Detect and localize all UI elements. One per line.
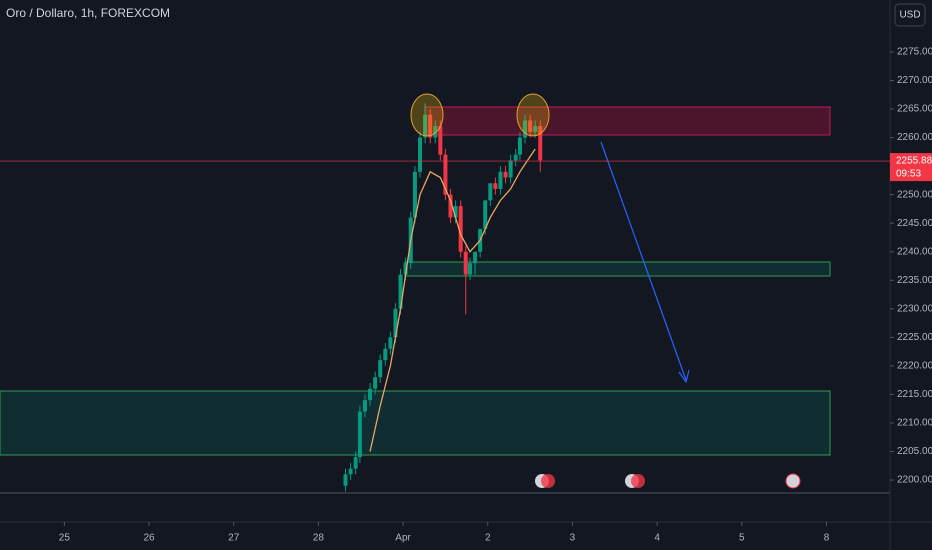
x-tick-label: 2 [485,533,491,544]
candle-body [508,160,513,178]
last-price-box [890,153,932,182]
candle-body [513,154,518,161]
support-zone [0,390,831,456]
candle-body [343,474,348,486]
candle-body [383,348,388,361]
x-tick-label: 4 [654,533,660,544]
y-tick-label: 2275.00 [897,47,932,58]
candle-body [353,457,358,469]
y-tick-label: 2210.00 [897,418,932,429]
candle-body [493,183,498,189]
event-icons [535,473,801,489]
candle-body [467,263,472,275]
y-tick-label: 2230.00 [897,303,932,314]
top-marker [410,93,444,137]
candle-body [448,194,453,218]
candle-body [373,377,378,389]
x-tick-label: 8 [824,533,830,544]
currency-button[interactable] [894,3,926,27]
arrow-head [678,369,690,384]
resistance-zone [424,106,831,136]
y-tick-label: 2200.00 [897,475,932,486]
candle-body [528,120,533,132]
x-tick-label: 27 [228,533,240,544]
y-tick-label: 2205.00 [897,446,932,457]
candle-body [348,468,353,475]
arrow [600,141,687,381]
candle-body [362,400,367,412]
candle-body [403,263,408,275]
candle-body [483,200,488,229]
y-tick-label: 2215.00 [897,389,932,400]
y-tick-label: 2235.00 [897,275,932,286]
candle-body [538,126,543,161]
countdown-label: 09:53 [896,169,921,180]
price-axis [890,0,932,522]
candle-body [393,308,398,338]
candle-body [463,251,468,275]
moving-average [369,148,536,452]
candle-body [443,154,448,195]
y-tick-label: 2265.00 [897,104,932,115]
top-marker [516,93,550,137]
x-tick-label: 25 [59,533,71,544]
candle-body [433,126,438,138]
candle-body [357,411,362,458]
y-tick-label: 2220.00 [897,361,932,372]
candle-body [498,171,503,189]
y-tick-label: 2260.00 [897,132,932,143]
candle-body [473,251,478,264]
y-tick-label: 2240.00 [897,246,932,257]
candle-body [517,137,522,155]
candle-body [503,171,508,178]
candle-body [378,360,383,378]
y-tick-label: 2270.00 [897,75,932,86]
x-tick-label: 28 [313,533,325,544]
last-price-label: 2255.88 [896,156,932,167]
candle-body [523,120,528,138]
y-tick-label: 2250.00 [897,189,932,200]
candle-body [458,206,463,252]
candle-body [438,126,443,155]
y-tick-label: 2245.00 [897,218,932,229]
candle-body [428,114,433,138]
chart-title: Oro / Dollaro, 1h, FOREXCOM [6,6,170,20]
candle-body [398,274,403,309]
x-tick-label: 3 [570,533,576,544]
candle-body [368,388,373,401]
candle-body [418,137,423,172]
x-tick-label: Apr [395,533,411,544]
currency-label[interactable]: USD [899,10,920,21]
candle-body [488,183,493,201]
candle-body [423,114,428,138]
candle-body [453,206,458,218]
candle-body [533,126,538,132]
candle-body [412,171,417,218]
candle-body [388,337,393,349]
x-tick-label: 5 [739,533,745,544]
x-tick-label: 26 [143,533,155,544]
y-tick-label: 2225.00 [897,332,932,343]
